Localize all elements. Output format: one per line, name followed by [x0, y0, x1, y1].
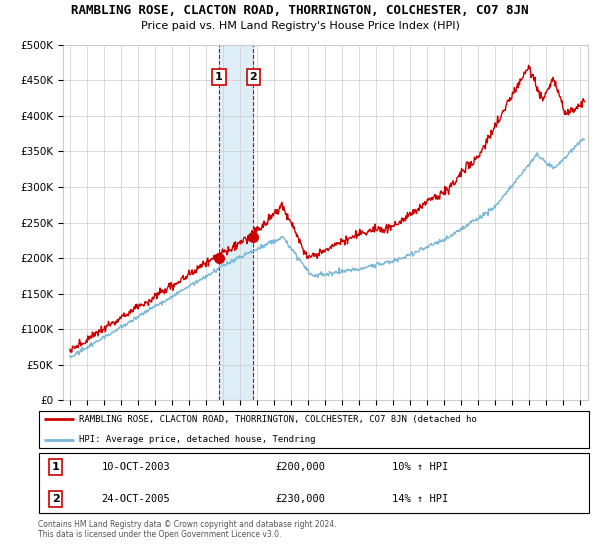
Bar [219, 45, 253, 400]
Text: RAMBLING ROSE, CLACTON ROAD, THORRINGTON, COLCHESTER, CO7 8JN: RAMBLING ROSE, CLACTON ROAD, THORRINGTON… [71, 4, 529, 17]
Text: 2: 2 [250, 72, 257, 82]
Text: Contains HM Land Registry data © Crown copyright and database right 2024.
This d: Contains HM Land Registry data © Crown c… [38, 520, 337, 539]
FancyBboxPatch shape [39, 411, 589, 448]
Text: 2: 2 [52, 494, 59, 504]
Text: 1: 1 [215, 72, 223, 82]
Text: 24-OCT-2005: 24-OCT-2005 [101, 494, 170, 504]
Text: 10-OCT-2003: 10-OCT-2003 [101, 462, 170, 472]
Text: 1: 1 [52, 462, 59, 472]
Text: 10% ↑ HPI: 10% ↑ HPI [392, 462, 448, 472]
Text: Price paid vs. HM Land Registry's House Price Index (HPI): Price paid vs. HM Land Registry's House … [140, 21, 460, 31]
Text: HPI: Average price, detached house, Tendring: HPI: Average price, detached house, Tend… [79, 435, 316, 444]
Text: £230,000: £230,000 [275, 494, 326, 504]
Text: 14% ↑ HPI: 14% ↑ HPI [392, 494, 448, 504]
FancyBboxPatch shape [39, 454, 589, 512]
Text: RAMBLING ROSE, CLACTON ROAD, THORRINGTON, COLCHESTER, CO7 8JN (detached ho: RAMBLING ROSE, CLACTON ROAD, THORRINGTON… [79, 415, 477, 424]
Text: £200,000: £200,000 [275, 462, 326, 472]
